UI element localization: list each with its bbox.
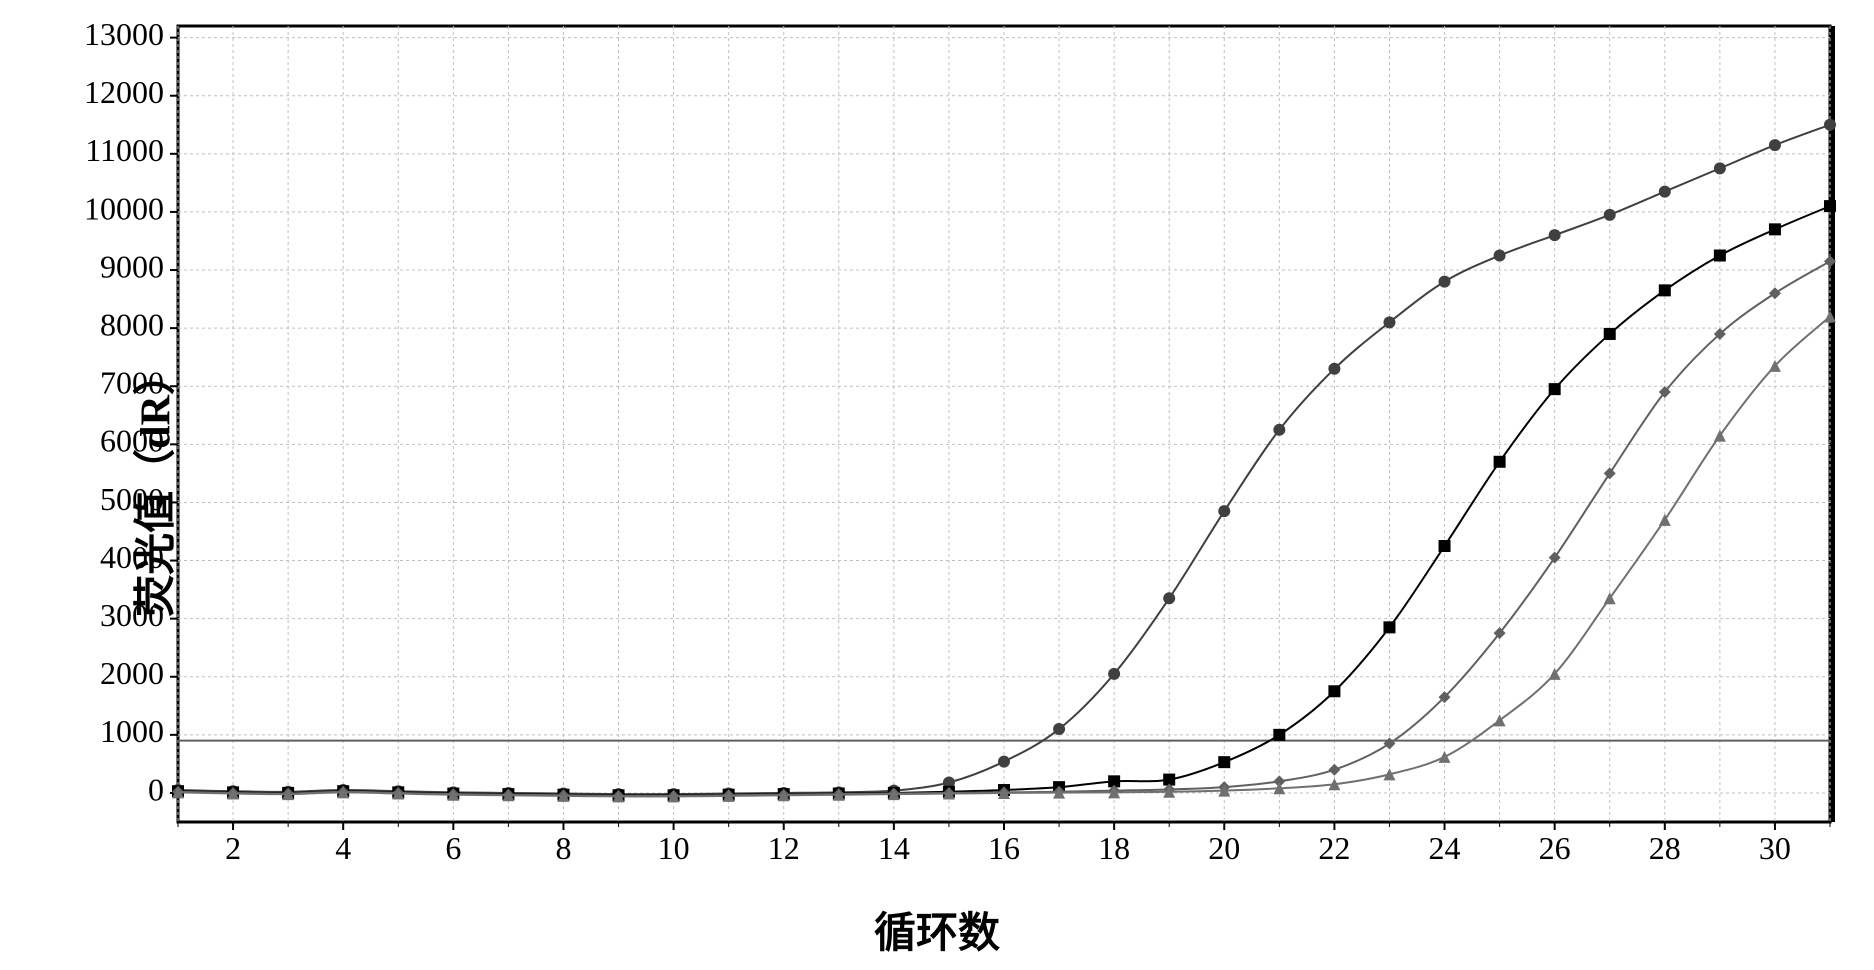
svg-text:13000: 13000: [84, 16, 164, 52]
svg-text:28: 28: [1649, 830, 1681, 866]
svg-text:8: 8: [555, 830, 571, 866]
svg-text:22: 22: [1318, 830, 1350, 866]
svg-text:4000: 4000: [100, 539, 164, 575]
svg-text:26: 26: [1539, 830, 1571, 866]
svg-text:0: 0: [148, 771, 164, 807]
svg-text:10: 10: [658, 830, 690, 866]
svg-text:4: 4: [335, 830, 351, 866]
svg-text:11000: 11000: [85, 132, 164, 168]
svg-text:5000: 5000: [100, 481, 164, 517]
svg-text:2000: 2000: [100, 655, 164, 691]
svg-text:2: 2: [225, 830, 241, 866]
svg-text:14: 14: [878, 830, 910, 866]
svg-text:8000: 8000: [100, 306, 164, 342]
svg-text:12: 12: [768, 830, 800, 866]
svg-text:7000: 7000: [100, 365, 164, 401]
svg-text:1000: 1000: [100, 713, 164, 749]
svg-text:3000: 3000: [100, 597, 164, 633]
svg-text:18: 18: [1098, 830, 1130, 866]
svg-text:9000: 9000: [100, 248, 164, 284]
svg-text:16: 16: [988, 830, 1020, 866]
svg-text:6: 6: [445, 830, 461, 866]
svg-text:30: 30: [1759, 830, 1791, 866]
amplification-chart: 荧光值（dR） 循环数 0100020003000400050006000700…: [0, 0, 1874, 970]
svg-text:12000: 12000: [84, 74, 164, 110]
chart-svg: 0 1000 2000 3000 4000 5000 6000 7000 8000 9000 100…: [0, 0, 1874, 970]
svg-text:6000: 6000: [100, 423, 164, 459]
svg-text:24: 24: [1429, 830, 1461, 866]
svg-text:20: 20: [1208, 830, 1240, 866]
svg-text:10000: 10000: [84, 190, 164, 226]
